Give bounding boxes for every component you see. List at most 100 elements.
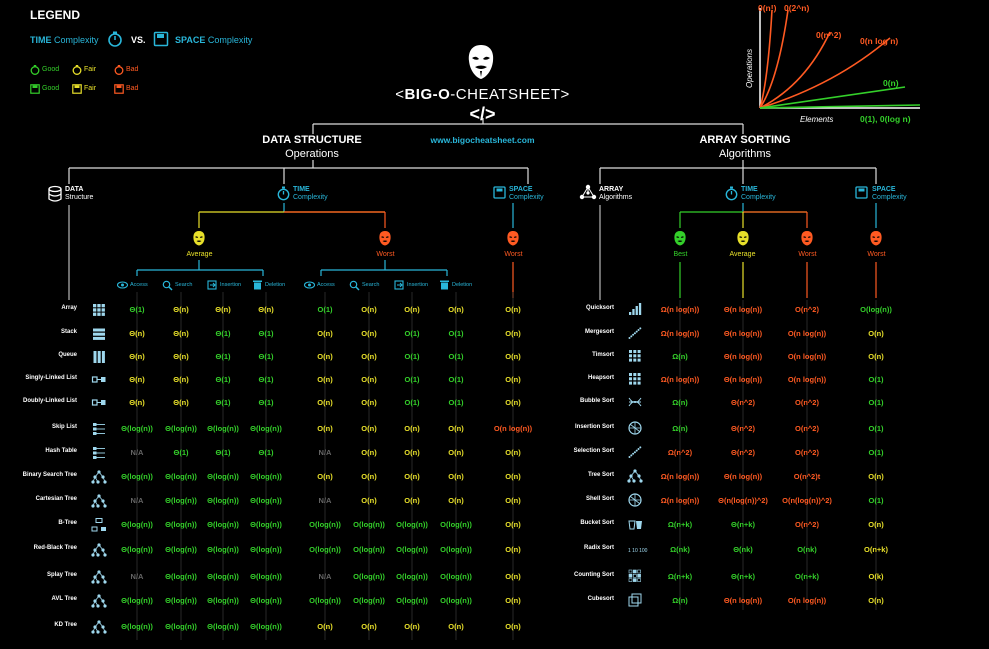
site-url[interactable]: www.bigocheatsheet.com bbox=[430, 135, 535, 145]
ds-row-label: Skip List bbox=[51, 424, 77, 430]
ds-avg-cell: Θ(log(n)) bbox=[250, 545, 282, 554]
as-space-worst-mask-icon bbox=[870, 231, 882, 246]
ds-avg-cell: Θ(1) bbox=[215, 398, 231, 407]
ds-avg-cell: Θ(log(n)) bbox=[207, 572, 239, 581]
ds-average-label: Average bbox=[186, 251, 213, 258]
ds-worst-cell: O(n) bbox=[361, 305, 377, 314]
ds-col-header: DATA Structure bbox=[65, 186, 93, 202]
ds-row-label: Stack bbox=[60, 329, 77, 335]
ds-row-label: Binary Search Tree bbox=[22, 472, 77, 478]
as-time-cell: Θ(n+k) bbox=[731, 520, 755, 529]
as-time-cell: O(n log(n)) bbox=[787, 329, 827, 338]
as-time-cell: O(n log(n)) bbox=[787, 352, 827, 361]
skip-list-icon bbox=[93, 423, 105, 435]
ds-row-label: Doubly-Linked List bbox=[23, 398, 77, 404]
ds-worst-cell: N/A bbox=[318, 448, 332, 457]
as-time-cell: Ω(n log(n)) bbox=[660, 329, 700, 338]
ds-avg-cell: Θ(log(n)) bbox=[165, 520, 197, 529]
ds-worst-cell: O(n) bbox=[448, 496, 464, 505]
as-space-cell: O(n) bbox=[868, 596, 884, 605]
as-space-cell: O(k) bbox=[868, 572, 884, 581]
ds-avg-cell: Θ(log(n)) bbox=[250, 472, 282, 481]
as-row-label: Counting Sort bbox=[574, 572, 614, 578]
ds-worst-cell: O(n) bbox=[404, 496, 420, 505]
as-time-cell: Ω(n+k) bbox=[667, 520, 693, 529]
as-time-cell: Ω(n log(n)) bbox=[660, 375, 700, 384]
queue-icon bbox=[93, 351, 105, 363]
ds-avg-cell: Θ(1) bbox=[258, 448, 274, 457]
as-best-label: Best bbox=[673, 251, 688, 258]
ds-space-cell: O(n) bbox=[505, 545, 521, 554]
insertion-icon bbox=[394, 280, 404, 290]
ds-avg-cell: Θ(n) bbox=[129, 329, 145, 338]
ds-space-label: SPACE bbox=[509, 186, 533, 193]
as-time-cell: O(n log(n)) bbox=[787, 375, 827, 384]
op-label-insertion: Insertion bbox=[220, 282, 242, 288]
op-label-insertion: Insertion bbox=[407, 282, 429, 288]
ds-avg-cell: Θ(log(n)) bbox=[207, 545, 239, 554]
ds-row-label: Hash Table bbox=[45, 448, 77, 454]
ds-worst-cell: O(1) bbox=[404, 398, 420, 407]
ds-worst-cell: O(log(n)) bbox=[440, 572, 472, 581]
ds-avg-cell: Θ(1) bbox=[215, 329, 231, 338]
as-space-cell: O(n+k) bbox=[864, 545, 888, 554]
ds-worst-cell: O(n) bbox=[404, 622, 420, 631]
ds-row-label: Singly-Linked List bbox=[25, 375, 77, 381]
red-black-tree-icon bbox=[91, 543, 107, 557]
ds-avg-cell: Θ(log(n)) bbox=[250, 596, 282, 605]
ds-worst-cell: O(log(n)) bbox=[353, 572, 385, 581]
as-row-label: Selection Sort bbox=[573, 448, 614, 454]
legend-space-complexity: SPACE Complexity bbox=[175, 35, 252, 45]
as-row-label: Heapsort bbox=[587, 375, 614, 381]
legend-good-label: Good bbox=[42, 66, 60, 73]
complexity-graph: Operations Elements 0(n!) 0(2^n) 0(n^2) 0(n l… bbox=[745, 3, 921, 124]
ds-avg-cell: Θ(log(n)) bbox=[207, 496, 239, 505]
ds-avg-cell: Θ(n) bbox=[173, 375, 189, 384]
as-time-cell: Ω(n^2) bbox=[667, 448, 693, 457]
ds-worst-cell: O(n) bbox=[448, 472, 464, 481]
ds-avg-cell: Θ(log(n)) bbox=[121, 520, 153, 529]
search-icon bbox=[162, 280, 173, 291]
ds-worst-cell: O(n) bbox=[361, 424, 377, 433]
ds-worst-cell: O(n) bbox=[361, 622, 377, 631]
ds-space-cell: O(n) bbox=[505, 448, 521, 457]
as-col-algorithms: Algorithms bbox=[599, 194, 633, 201]
as-time-cell: Θ(n log(n)) bbox=[723, 329, 763, 338]
ds-space-cell: O(n) bbox=[505, 622, 521, 631]
ds-worst-cell: O(1) bbox=[448, 375, 464, 384]
ds-avg-cell: Θ(log(n)) bbox=[207, 596, 239, 605]
ds-avg-cell: Θ(log(n)) bbox=[165, 424, 197, 433]
as-space-cell: O(1) bbox=[868, 424, 884, 433]
as-time-cell: O(n log(n)) bbox=[787, 596, 827, 605]
singly-linked-list-icon bbox=[91, 376, 106, 383]
as-time-cell: Θ(n log(n)) bbox=[723, 305, 763, 314]
op-label-search: Search bbox=[175, 282, 193, 288]
shell-sort-icon bbox=[628, 493, 642, 507]
complexity-curve bbox=[759, 31, 831, 109]
ds-avg-cell: Θ(log(n)) bbox=[165, 622, 197, 631]
ds-avg-cell: Θ(log(n)) bbox=[165, 572, 197, 581]
as-time-cell: Θ(n log(n)) bbox=[723, 375, 763, 384]
op-label-access: Access bbox=[317, 282, 335, 288]
ds-worst-cell: O(log(n)) bbox=[396, 572, 428, 581]
as-space-cell: O(n) bbox=[868, 352, 884, 361]
ds-avg-cell: Θ(log(n)) bbox=[250, 496, 282, 505]
ds-space-complexity: Complexity bbox=[509, 194, 544, 201]
as-time-complexity: Complexity bbox=[741, 194, 776, 201]
ds-avg-cell: Θ(log(n)) bbox=[165, 472, 197, 481]
ds-worst-cell: O(1) bbox=[404, 352, 420, 361]
insertion-sort-icon bbox=[628, 421, 642, 435]
ds-avg-cell: Θ(log(n)) bbox=[250, 520, 282, 529]
database-icon bbox=[48, 185, 62, 202]
ds-avg-cell: Θ(log(n)) bbox=[250, 622, 282, 631]
network-icon bbox=[579, 184, 597, 200]
good-time-icon bbox=[30, 65, 40, 75]
bad-time-icon bbox=[114, 65, 124, 75]
ds-avg-cell: Θ(n) bbox=[173, 329, 189, 338]
ds-worst-cell: O(log(n)) bbox=[440, 520, 472, 529]
ds-space-cell: O(n) bbox=[505, 496, 521, 505]
as-space-cell: O(1) bbox=[868, 496, 884, 505]
as-col-header: ARRAY Algorithms bbox=[599, 186, 632, 202]
ds-avg-cell: Θ(n) bbox=[129, 398, 145, 407]
ds-avg-cell: Θ(1) bbox=[258, 375, 274, 384]
